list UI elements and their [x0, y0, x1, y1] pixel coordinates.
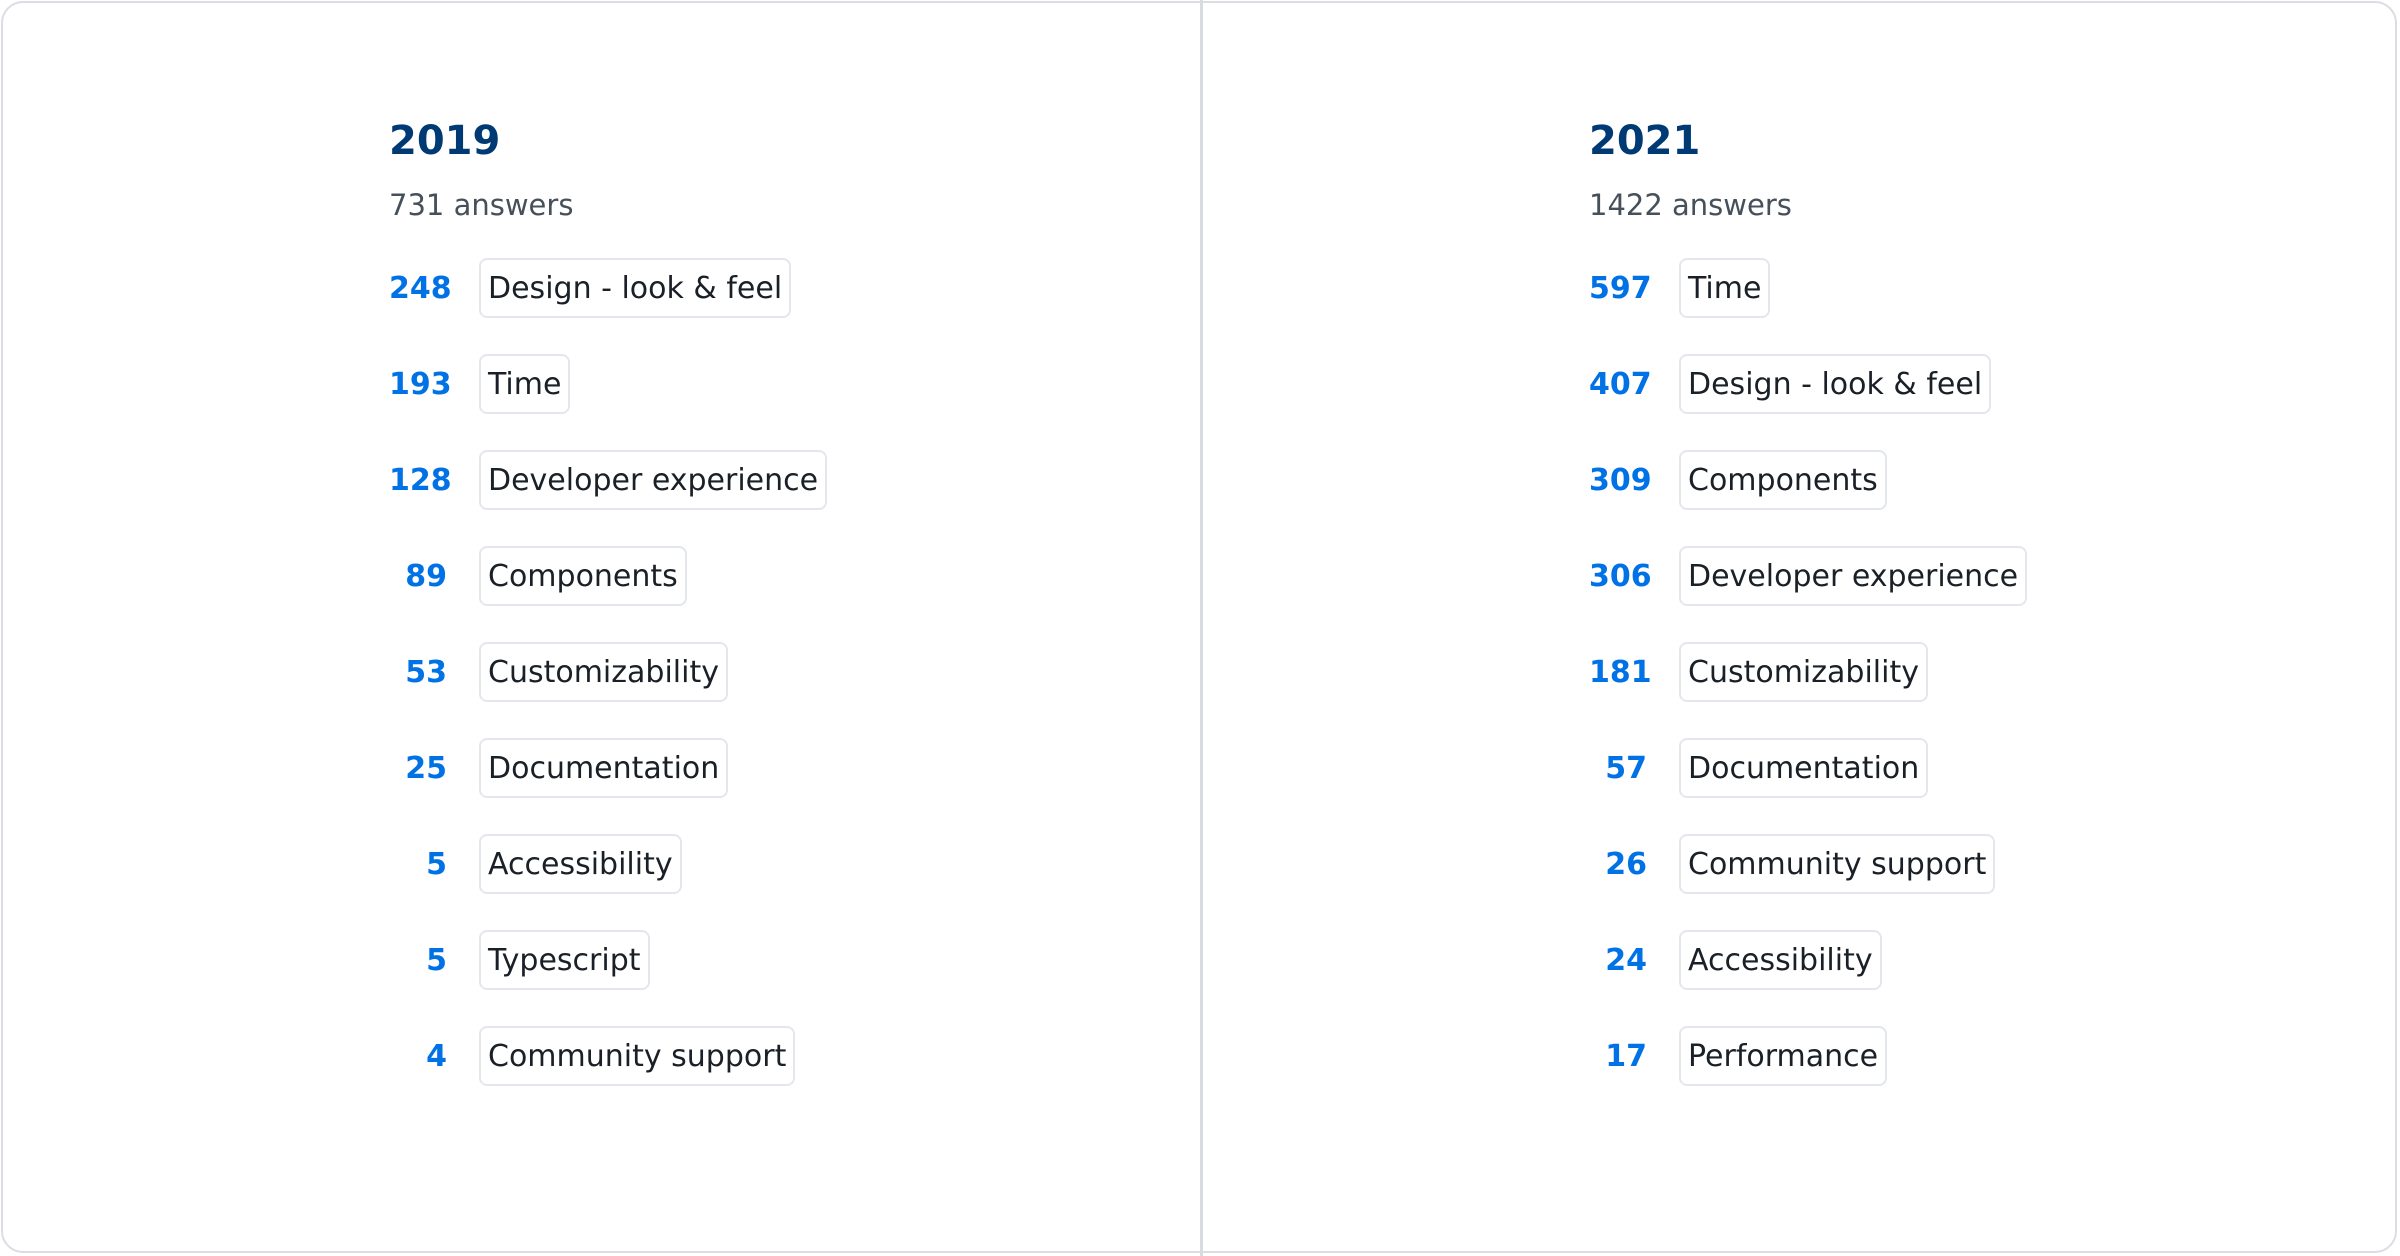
answer-count: 306: [1589, 558, 1652, 594]
panel-2019: 2019 731 answers 248 Design - look & feel…: [389, 112, 828, 1121]
column-divider: [1200, 0, 1203, 1256]
topic-chip: Accessibility: [479, 834, 682, 894]
answer-count: 4: [426, 1038, 447, 1074]
list-item: 407 Design - look & feel: [1589, 353, 2027, 415]
answer-count: 128: [389, 462, 452, 498]
answers-count: 1422 answers: [1589, 188, 1792, 222]
list-item: 26 Community support: [1589, 833, 2027, 895]
panel-2021: 2021 1422 answers 597 Time 407 Design - loo…: [1589, 112, 2028, 1121]
list-item: 57 Documentation: [1589, 737, 2027, 799]
topic-chip: Accessibility: [1679, 930, 1882, 990]
answer-count: 193: [389, 366, 452, 402]
topic-chip: Design - look & feel: [1679, 354, 1992, 414]
answer-count: 597: [1589, 270, 1652, 306]
answer-count: 89: [405, 558, 447, 594]
answer-count: 53: [405, 654, 447, 690]
topic-chip: Customizability: [479, 642, 728, 702]
list-item: 309 Components: [1589, 449, 2027, 511]
topic-chip: Performance: [1679, 1026, 1888, 1086]
list-item: 89 Components: [389, 545, 827, 607]
answer-count: 309: [1589, 462, 1652, 498]
topic-chip: Time: [1679, 258, 1771, 318]
topic-chip: Components: [1679, 450, 1887, 510]
topic-chip: Design - look & feel: [479, 258, 792, 318]
topic-chip: Components: [479, 546, 687, 606]
topic-chip: Documentation: [1679, 738, 1929, 798]
ranking-list: 248 Design - look & feel 193 Time 128 Develop…: [389, 257, 828, 1087]
topic-chip: Documentation: [479, 738, 729, 798]
topic-chip: Developer experience: [1679, 546, 2028, 606]
topic-chip: Customizability: [1679, 642, 1928, 702]
topic-chip: Developer experience: [479, 450, 828, 510]
answer-count: 24: [1605, 942, 1647, 978]
answer-count: 5: [426, 846, 447, 882]
answer-count: 181: [1589, 654, 1652, 690]
answer-count: 5: [426, 942, 447, 978]
answer-count: 248: [389, 270, 452, 306]
list-item: 128 Developer experience: [389, 449, 828, 511]
list-item: 25 Documentation: [389, 737, 827, 799]
answers-count: 731 answers: [389, 188, 574, 222]
list-item: 17 Performance: [1589, 1025, 2027, 1087]
list-item: 597 Time: [1589, 257, 2027, 319]
answer-count: 26: [1605, 846, 1647, 882]
topic-chip: Community support: [1679, 834, 1996, 894]
list-item: 5 Typescript: [389, 929, 827, 991]
list-item: 24 Accessibility: [1589, 929, 2027, 991]
topic-chip: Community support: [479, 1026, 796, 1086]
topic-chip: Typescript: [479, 930, 650, 990]
list-item: 181 Customizability: [1589, 641, 2027, 703]
answer-count: 407: [1589, 366, 1652, 402]
list-item: 193 Time: [389, 353, 827, 415]
panel-title: 2019: [389, 118, 501, 164]
topic-chip: Time: [479, 354, 571, 414]
panel-title: 2021: [1589, 118, 1701, 164]
answer-count: 25: [405, 750, 447, 786]
list-item: 4 Community support: [389, 1025, 827, 1087]
list-item: 5 Accessibility: [389, 833, 827, 895]
answer-count: 57: [1605, 750, 1647, 786]
answer-count: 17: [1605, 1038, 1647, 1074]
ranking-list: 597 Time 407 Design - look & feel 309 Compone…: [1589, 257, 2028, 1087]
list-item: 53 Customizability: [389, 641, 827, 703]
list-item: 248 Design - look & feel: [389, 257, 827, 319]
list-item: 306 Developer experience: [1589, 545, 2028, 607]
